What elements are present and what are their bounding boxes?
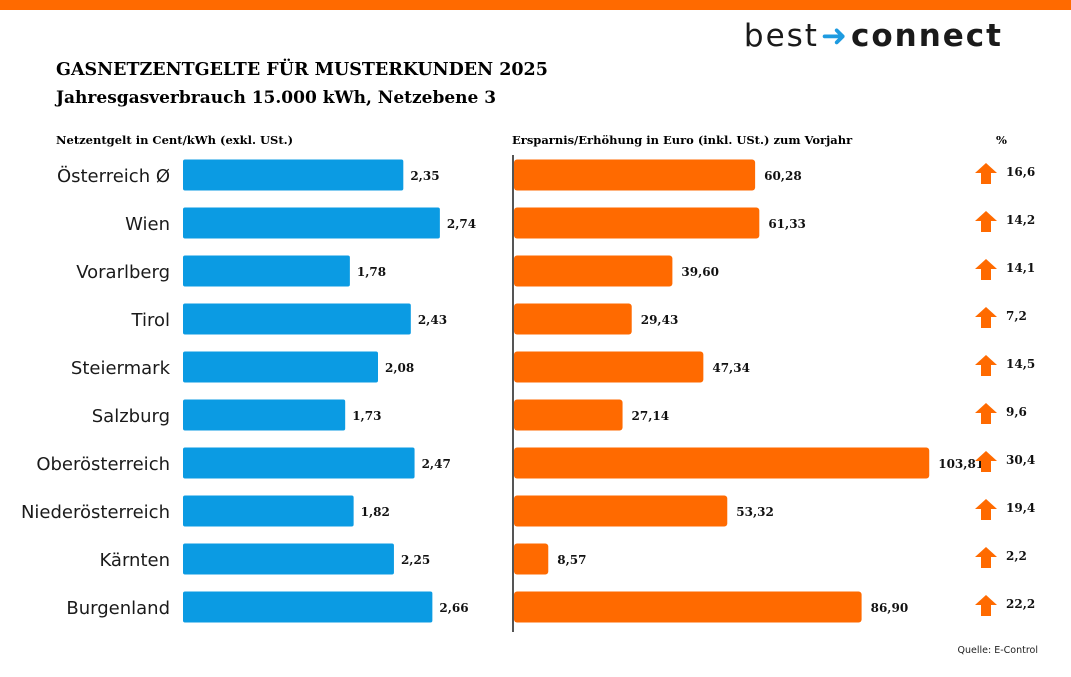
right-column-header: Ersparnis/Erhöhung in Euro (inkl. USt.) … bbox=[512, 133, 853, 147]
percent-value-label: 9,6 bbox=[1006, 405, 1027, 419]
arrow-up-icon bbox=[975, 259, 997, 280]
netzentgelt-bar bbox=[183, 351, 378, 383]
change-bar bbox=[514, 159, 756, 191]
percent-value-label: 14,1 bbox=[1006, 261, 1035, 275]
left-column-header: Netzentgelt in Cent/kWh (exkl. USt.) bbox=[56, 133, 294, 147]
change-bar bbox=[514, 591, 862, 623]
change-value-label: 86,90 bbox=[871, 601, 909, 615]
netzentgelt-bar bbox=[183, 543, 394, 575]
change-value-label: 47,34 bbox=[712, 361, 750, 375]
change-value-label: 29,43 bbox=[641, 313, 679, 327]
change-value-label: 61,33 bbox=[768, 217, 806, 231]
change-bar bbox=[514, 495, 728, 527]
netzentgelt-bar bbox=[183, 303, 411, 335]
change-bar bbox=[514, 351, 704, 383]
netzentgelt-value-label: 2,43 bbox=[418, 313, 447, 327]
category-label: Oberösterreich bbox=[36, 454, 170, 475]
source-note: Quelle: E-Control bbox=[957, 645, 1038, 656]
change-bar bbox=[514, 447, 930, 479]
arrow-up-icon bbox=[975, 355, 997, 376]
change-bar bbox=[514, 543, 549, 575]
netzentgelt-value-label: 2,35 bbox=[410, 169, 439, 183]
change-bar bbox=[514, 255, 673, 287]
category-label: Tirol bbox=[131, 310, 170, 331]
category-label: Wien bbox=[125, 214, 170, 235]
change-value-label: 8,57 bbox=[557, 553, 586, 567]
arrow-right-icon: ➜ bbox=[820, 18, 849, 54]
netzentgelt-value-label: 2,47 bbox=[422, 457, 451, 471]
arrow-up-icon bbox=[975, 451, 997, 472]
brand-logo: best➜connect bbox=[744, 18, 1003, 54]
netzentgelt-bar bbox=[183, 207, 440, 239]
change-value-label: 27,14 bbox=[632, 409, 670, 423]
netzentgelt-value-label: 2,74 bbox=[447, 217, 476, 231]
category-label: Niederösterreich bbox=[21, 502, 170, 523]
category-label: Burgenland bbox=[66, 598, 170, 619]
brand-name-left: best bbox=[743, 18, 819, 54]
change-bar bbox=[514, 399, 623, 431]
change-value-label: 60,28 bbox=[764, 169, 802, 183]
netzentgelt-bar bbox=[183, 399, 346, 431]
netzentgelt-bar bbox=[183, 591, 433, 623]
percent-value-label: 14,2 bbox=[1006, 213, 1035, 227]
arrow-up-icon bbox=[975, 595, 997, 616]
netzentgelt-value-label: 1,73 bbox=[352, 409, 381, 423]
arrow-up-icon bbox=[975, 499, 997, 520]
netzentgelt-value-label: 2,08 bbox=[385, 361, 414, 375]
percent-value-label: 16,6 bbox=[1006, 165, 1035, 179]
percent-value-label: 7,2 bbox=[1006, 309, 1027, 323]
arrow-up-icon bbox=[975, 163, 997, 184]
top-accent-bar bbox=[0, 0, 1071, 10]
change-bar bbox=[514, 207, 760, 239]
percent-value-label: 19,4 bbox=[1006, 501, 1035, 515]
change-value-label: 103,81 bbox=[938, 457, 984, 471]
netzentgelt-bar bbox=[183, 495, 354, 527]
percent-value-label: 14,5 bbox=[1006, 357, 1035, 371]
category-label: Steiermark bbox=[71, 358, 171, 379]
category-label: Vorarlberg bbox=[76, 262, 170, 283]
netzentgelt-value-label: 2,25 bbox=[401, 553, 430, 567]
netzentgelt-value-label: 2,66 bbox=[439, 601, 468, 615]
category-label: Salzburg bbox=[92, 406, 170, 427]
percent-value-label: 2,2 bbox=[1006, 549, 1027, 563]
netzentgelt-bar bbox=[183, 255, 350, 287]
arrow-up-icon bbox=[975, 547, 997, 568]
netzentgelt-bar bbox=[183, 447, 415, 479]
netzentgelt-value-label: 1,78 bbox=[357, 265, 386, 279]
arrow-up-icon bbox=[975, 307, 997, 328]
change-value-label: 39,60 bbox=[681, 265, 719, 279]
percent-column-header: % bbox=[996, 133, 1007, 147]
category-label: Österreich Ø bbox=[57, 165, 170, 187]
brand-name-right: connect bbox=[850, 18, 1003, 54]
chart-title: GASNETZENTGELTE FÜR MUSTERKUNDEN 2025 bbox=[56, 60, 548, 80]
category-label: Kärnten bbox=[99, 550, 170, 571]
change-value-label: 53,32 bbox=[736, 505, 774, 519]
arrow-up-icon bbox=[975, 211, 997, 232]
chart-subtitle: Jahresgasverbrauch 15.000 kWh, Netzebene… bbox=[56, 88, 497, 108]
change-bar bbox=[514, 303, 632, 335]
netzentgelt-value-label: 1,82 bbox=[361, 505, 390, 519]
arrow-up-icon bbox=[975, 403, 997, 424]
percent-value-label: 22,2 bbox=[1006, 597, 1035, 611]
netzentgelt-bar bbox=[183, 159, 404, 191]
percent-value-label: 30,4 bbox=[1006, 453, 1035, 467]
